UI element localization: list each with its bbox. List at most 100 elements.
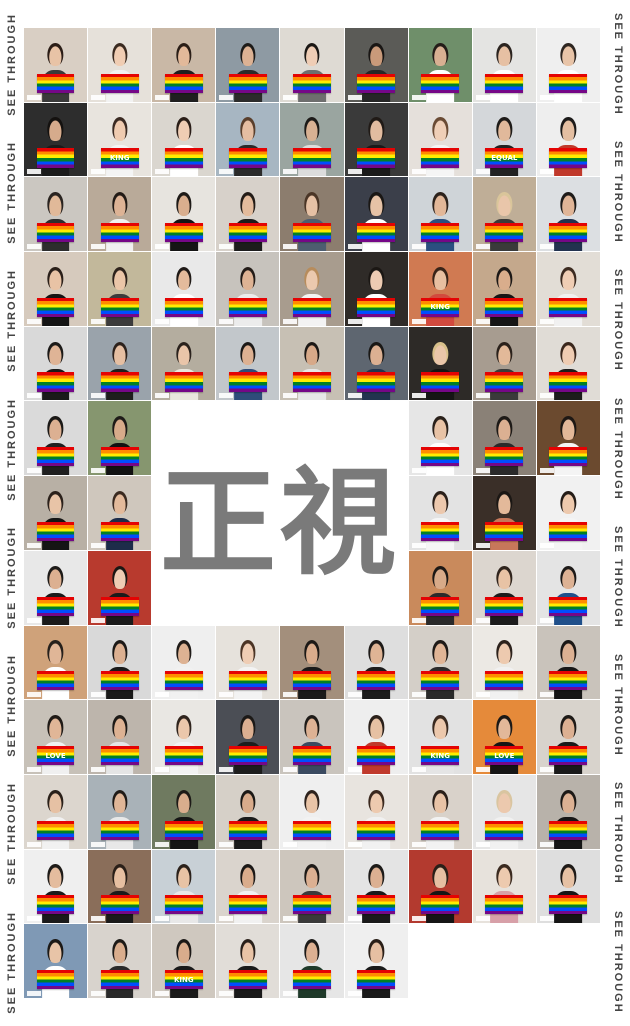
side-text: SEE THROUGH bbox=[612, 397, 624, 501]
name-tag bbox=[219, 169, 234, 175]
person-figure bbox=[554, 490, 583, 550]
person-head bbox=[432, 640, 448, 664]
name-tag bbox=[219, 393, 234, 399]
rainbow-flag bbox=[100, 297, 139, 317]
name-tag bbox=[27, 841, 41, 847]
rainbow-flag bbox=[485, 372, 524, 392]
rainbow-flag bbox=[100, 521, 139, 541]
portrait-tile bbox=[280, 700, 344, 774]
rainbow-flag bbox=[293, 895, 331, 915]
portrait-tile bbox=[408, 849, 472, 924]
rainbow-flag bbox=[421, 447, 460, 467]
name-tag bbox=[347, 318, 362, 324]
person-head bbox=[432, 565, 448, 590]
person-head bbox=[560, 864, 577, 888]
person-head bbox=[304, 266, 320, 291]
portrait-tile bbox=[536, 326, 600, 401]
side-text: SEE THROUGH bbox=[6, 269, 18, 372]
side-text: SEE THROUGH bbox=[612, 654, 624, 757]
person-head bbox=[496, 266, 513, 291]
rainbow-flag bbox=[485, 895, 524, 915]
name-tag bbox=[27, 766, 41, 772]
person-head bbox=[111, 341, 128, 366]
rainbow-flag bbox=[549, 73, 588, 93]
person-head bbox=[496, 341, 513, 366]
person-head bbox=[175, 341, 192, 366]
person-head bbox=[47, 117, 64, 141]
person-head bbox=[432, 117, 448, 141]
rainbow-flag bbox=[357, 820, 396, 840]
rainbow-flag bbox=[357, 148, 396, 168]
rainbow-flag bbox=[293, 970, 331, 990]
person-head bbox=[368, 789, 384, 814]
portrait-tile bbox=[88, 550, 152, 625]
person-head bbox=[175, 864, 192, 888]
portrait-tile bbox=[280, 252, 344, 326]
person-figure bbox=[490, 266, 519, 326]
name-tag bbox=[475, 393, 490, 399]
person-figure bbox=[426, 266, 455, 326]
name-tag bbox=[27, 617, 41, 623]
name-tag bbox=[91, 841, 106, 847]
person-head bbox=[560, 192, 577, 216]
portrait-tile bbox=[472, 849, 536, 924]
center-title-panel: 正視 bbox=[152, 401, 408, 625]
portrait-tile bbox=[344, 849, 408, 924]
person-head bbox=[47, 266, 64, 291]
person-head bbox=[432, 490, 448, 515]
rainbow-flag bbox=[549, 297, 588, 317]
rainbow-flag bbox=[36, 223, 75, 243]
rainbow-flag bbox=[357, 895, 396, 915]
rainbow-flag bbox=[485, 820, 524, 840]
rainbow-flag bbox=[549, 596, 588, 616]
portrait-tile bbox=[280, 28, 344, 102]
name-tag bbox=[411, 393, 426, 399]
name-tag bbox=[475, 94, 490, 100]
name-tag bbox=[27, 318, 41, 324]
person-figure bbox=[41, 266, 70, 326]
rainbow-flag: LOVE bbox=[485, 745, 524, 766]
side-text: SEE THROUGH bbox=[612, 269, 624, 372]
rainbow-flag bbox=[164, 671, 203, 691]
portrait-tile bbox=[88, 849, 152, 924]
portrait-tile bbox=[408, 476, 472, 550]
rainbow-flag bbox=[228, 820, 267, 840]
rainbow-flag bbox=[357, 297, 396, 317]
portrait-tile bbox=[152, 28, 216, 102]
name-tag bbox=[91, 393, 106, 399]
portrait-tile bbox=[408, 550, 472, 625]
portrait-tile bbox=[24, 924, 88, 998]
rainbow-flag bbox=[357, 372, 396, 392]
person-head bbox=[432, 192, 448, 216]
name-tag bbox=[283, 393, 298, 399]
rainbow-flag bbox=[549, 223, 588, 243]
person-head bbox=[175, 42, 192, 67]
person-figure bbox=[105, 490, 134, 550]
rainbow-flag bbox=[485, 297, 524, 317]
person-head bbox=[432, 266, 448, 291]
rainbow-flag bbox=[100, 745, 139, 766]
flag-text: KING bbox=[430, 303, 451, 312]
name-tag bbox=[475, 916, 490, 922]
name-tag bbox=[155, 766, 170, 772]
person-head bbox=[240, 42, 256, 67]
center-title: 正視 bbox=[159, 455, 400, 591]
person-head bbox=[304, 117, 320, 141]
rainbow-flag bbox=[485, 671, 524, 691]
portrait-tile bbox=[216, 326, 280, 401]
flag-text: KING bbox=[109, 153, 130, 162]
name-tag bbox=[27, 169, 41, 175]
person-head bbox=[304, 341, 320, 366]
portrait-tile bbox=[152, 700, 216, 774]
name-tag bbox=[411, 468, 426, 474]
portrait-tile bbox=[24, 252, 88, 326]
person-head bbox=[496, 789, 513, 814]
person-head bbox=[47, 341, 64, 366]
portrait-tile: KING bbox=[408, 700, 472, 774]
portrait-tile bbox=[88, 252, 152, 326]
person-head bbox=[560, 266, 577, 291]
name-tag bbox=[539, 244, 554, 250]
rainbow-flag bbox=[228, 73, 267, 93]
portrait-tile bbox=[344, 177, 408, 252]
portrait-tile bbox=[472, 476, 536, 550]
